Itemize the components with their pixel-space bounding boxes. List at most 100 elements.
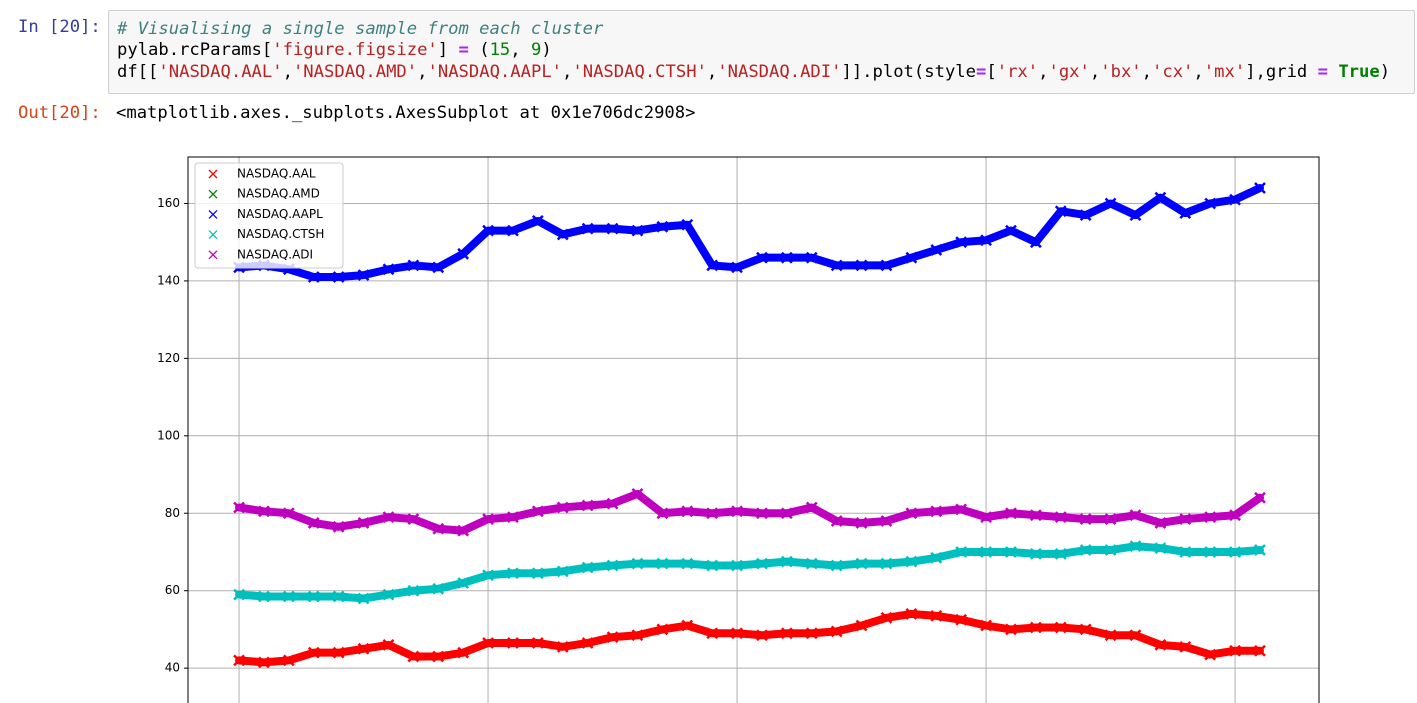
data-point (606, 631, 619, 644)
code-token: 'bx' (1100, 62, 1142, 82)
data-point (332, 646, 345, 659)
data-point (731, 627, 743, 640)
data-point (382, 511, 395, 524)
data-point (1154, 517, 1167, 529)
data-point (1179, 207, 1192, 220)
data-point (556, 501, 569, 514)
y-tick-label: 120 (157, 351, 180, 365)
data-point (980, 511, 992, 524)
code-line: df[['NASDAQ.AAL','NASDAQ.AMD','NASDAQ.AA… (117, 62, 1390, 82)
y-tick-label: 140 (157, 273, 180, 287)
code-token: ],grid (1245, 62, 1318, 82)
data-point (531, 505, 544, 518)
data-point (357, 517, 370, 529)
data-point (1154, 639, 1167, 651)
data-point (1054, 621, 1067, 634)
data-point (1129, 540, 1142, 553)
code-token: = (1317, 62, 1328, 82)
output-text: <matplotlib.axes._subplots.AxesSubplot a… (116, 103, 696, 123)
series-band (235, 183, 1264, 282)
data-point (457, 524, 470, 537)
data-point (706, 559, 719, 572)
data-point (930, 551, 943, 564)
code-token: 'NASDAQ.ADI' (717, 62, 842, 82)
data-point (307, 646, 320, 659)
data-point (407, 259, 420, 272)
code-token: 9 (530, 40, 542, 60)
data-point (382, 263, 395, 276)
input-prompt: In [20]: (18, 17, 101, 37)
data-point (905, 555, 918, 568)
data-point (1179, 513, 1192, 525)
data-point (1005, 623, 1017, 636)
data-point (1204, 511, 1217, 524)
data-point (507, 637, 519, 649)
data-point (880, 515, 893, 527)
y-tick-label: 80 (165, 506, 180, 520)
data-point (606, 559, 619, 572)
code-token: # Visualising a single sample from each … (117, 19, 604, 39)
data-point (357, 592, 370, 605)
code-token: ]].plot(style (841, 62, 976, 82)
data-point (780, 627, 793, 640)
data-point (930, 505, 943, 518)
legend-box (194, 162, 344, 269)
code-token: 'figure.figsize' (272, 40, 438, 60)
legend-marker (208, 209, 218, 219)
data-point (1079, 544, 1092, 556)
data-point (482, 569, 494, 582)
code-token: 'cx' (1152, 62, 1194, 82)
data-point (656, 623, 669, 636)
data-point (233, 588, 245, 601)
legend-marker (208, 230, 218, 240)
data-point (805, 557, 818, 570)
data-point (905, 608, 918, 620)
y-tick-label: 40 (165, 661, 180, 675)
data-point (1104, 629, 1117, 642)
data-point (681, 505, 694, 518)
data-point (1129, 509, 1142, 522)
data-point (1229, 509, 1241, 522)
data-point (282, 654, 295, 667)
code-token: , (706, 62, 718, 82)
data-point (756, 507, 768, 520)
data-point (681, 557, 694, 570)
output-prompt: Out[20]: (18, 103, 101, 123)
code-token: [ (986, 62, 997, 82)
data-point (656, 507, 669, 520)
code-cell[interactable]: # Visualising a single sample from each … (108, 10, 1415, 94)
code-token: , (1193, 62, 1204, 82)
code-line: pylab.rcParams['figure.figsize'] = (15, … (117, 40, 552, 60)
legend-marker (208, 169, 218, 179)
data-point (756, 557, 768, 570)
y-tick-label: 160 (157, 196, 180, 210)
data-point (1029, 509, 1042, 522)
data-point (457, 247, 470, 260)
data-point (307, 590, 320, 603)
data-point (780, 507, 793, 520)
code-token: , (282, 62, 293, 82)
data-point (1104, 544, 1117, 556)
code-token: ] (437, 40, 459, 60)
code-token: , (1141, 62, 1153, 82)
data-point (1179, 640, 1192, 653)
legend-label: NASDAQ.CTSH (237, 227, 324, 241)
data-point (332, 520, 345, 533)
data-point (1204, 197, 1217, 210)
data-point (756, 251, 768, 264)
data-point (382, 639, 395, 651)
data-point (631, 488, 644, 500)
data-point (482, 637, 494, 649)
data-point (930, 609, 943, 622)
data-point (1254, 544, 1266, 556)
data-point (731, 261, 743, 274)
code-token: 'NASDAQ.AAPL' (427, 62, 563, 82)
data-point (930, 244, 943, 256)
data-point (631, 629, 644, 642)
data-point (880, 557, 893, 570)
data-point (307, 517, 320, 529)
data-point (407, 584, 420, 597)
data-point (382, 588, 395, 601)
data-point (282, 507, 295, 520)
